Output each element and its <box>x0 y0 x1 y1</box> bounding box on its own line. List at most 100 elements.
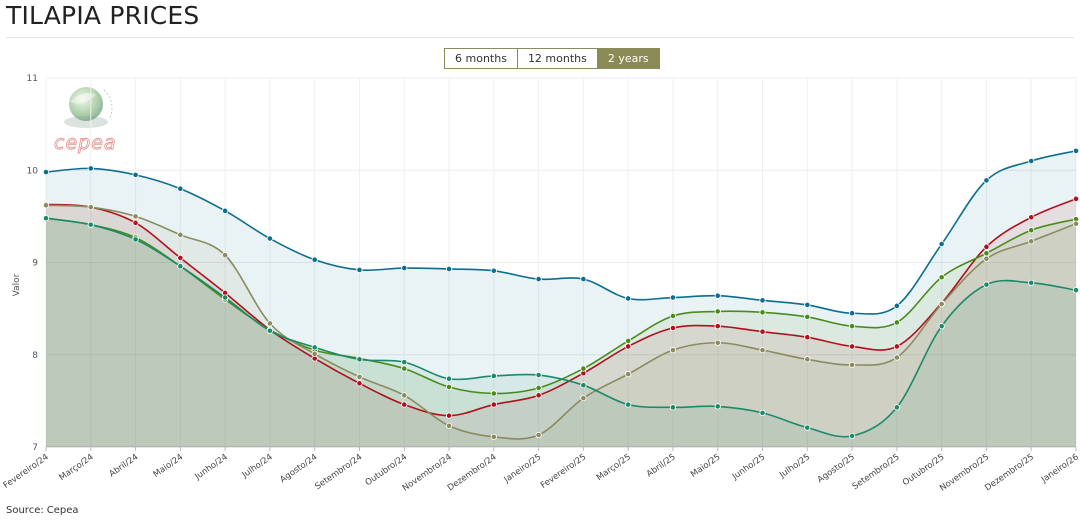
data-point[interactable] <box>132 213 139 220</box>
data-point[interactable] <box>222 252 229 259</box>
data-point[interactable] <box>87 204 94 211</box>
data-point[interactable] <box>893 319 900 326</box>
data-point[interactable] <box>983 255 990 262</box>
data-point[interactable] <box>445 375 453 382</box>
data-point[interactable] <box>1028 279 1035 286</box>
data-point[interactable] <box>87 165 94 172</box>
data-point[interactable] <box>893 343 900 350</box>
data-point[interactable] <box>580 382 587 389</box>
data-point[interactable] <box>356 266 363 273</box>
data-point[interactable] <box>759 347 766 354</box>
data-point[interactable] <box>356 373 363 380</box>
data-point[interactable] <box>580 395 587 402</box>
data-point[interactable] <box>132 236 139 243</box>
data-point[interactable] <box>490 401 497 408</box>
data-point[interactable] <box>401 359 408 366</box>
data-point[interactable] <box>401 264 408 272</box>
data-point[interactable] <box>1028 227 1035 234</box>
data-point[interactable] <box>490 390 497 397</box>
data-point[interactable] <box>848 323 856 330</box>
data-point[interactable] <box>938 300 945 308</box>
data-point[interactable] <box>356 356 363 363</box>
data-point[interactable] <box>669 294 677 301</box>
data-point[interactable] <box>490 433 497 440</box>
data-point[interactable] <box>1072 195 1080 202</box>
data-point[interactable] <box>311 344 318 351</box>
range-button-12-months[interactable]: 12 months <box>517 49 598 68</box>
data-point[interactable] <box>535 276 542 283</box>
data-point[interactable] <box>848 310 856 317</box>
data-point[interactable] <box>848 361 856 368</box>
data-point[interactable] <box>42 202 50 209</box>
data-point[interactable] <box>445 265 453 273</box>
data-point[interactable] <box>714 308 721 315</box>
data-point[interactable] <box>1072 147 1080 154</box>
data-point[interactable] <box>177 185 184 192</box>
data-point[interactable] <box>938 274 945 281</box>
data-point[interactable] <box>625 371 632 378</box>
data-point[interactable] <box>759 328 766 335</box>
data-point[interactable] <box>356 380 363 387</box>
data-point[interactable] <box>1072 220 1080 227</box>
data-point[interactable] <box>804 424 811 431</box>
data-point[interactable] <box>804 356 811 363</box>
data-point[interactable] <box>401 365 408 372</box>
data-point[interactable] <box>132 171 139 178</box>
data-point[interactable] <box>625 401 632 408</box>
data-point[interactable] <box>714 339 721 346</box>
range-button-2-years[interactable]: 2 years <box>597 49 659 68</box>
data-point[interactable] <box>848 432 856 440</box>
data-point[interactable] <box>401 392 408 399</box>
data-point[interactable] <box>759 309 766 316</box>
data-point[interactable] <box>893 404 900 411</box>
data-point[interactable] <box>266 327 274 334</box>
data-point[interactable] <box>893 354 900 361</box>
data-point[interactable] <box>580 365 587 372</box>
data-point[interactable] <box>445 422 453 429</box>
data-point[interactable] <box>42 215 50 222</box>
data-point[interactable] <box>266 235 274 242</box>
data-point[interactable] <box>848 343 856 350</box>
data-point[interactable] <box>759 409 766 416</box>
data-point[interactable] <box>42 168 50 176</box>
data-point[interactable] <box>804 334 811 341</box>
data-point[interactable] <box>401 401 408 408</box>
data-point[interactable] <box>311 350 318 357</box>
data-point[interactable] <box>1072 287 1080 294</box>
data-point[interactable] <box>669 324 677 332</box>
data-point[interactable] <box>938 240 945 248</box>
data-point[interactable] <box>669 312 677 320</box>
data-point[interactable] <box>669 347 677 354</box>
data-point[interactable] <box>222 294 229 301</box>
data-point[interactable] <box>893 302 900 309</box>
data-point[interactable] <box>132 219 139 226</box>
data-point[interactable] <box>938 323 945 330</box>
data-point[interactable] <box>983 281 990 288</box>
data-point[interactable] <box>535 371 542 379</box>
range-button-6-months[interactable]: 6 months <box>445 49 518 68</box>
data-point[interactable] <box>625 295 632 302</box>
data-point[interactable] <box>1028 157 1035 165</box>
data-point[interactable] <box>714 292 721 299</box>
data-point[interactable] <box>266 320 274 327</box>
data-point[interactable] <box>311 256 318 263</box>
data-point[interactable] <box>714 403 721 410</box>
data-point[interactable] <box>1028 238 1035 245</box>
data-point[interactable] <box>983 177 990 184</box>
data-point[interactable] <box>804 313 811 321</box>
data-point[interactable] <box>759 297 766 304</box>
data-point[interactable] <box>177 263 184 270</box>
data-point[interactable] <box>580 276 587 283</box>
data-point[interactable] <box>535 392 542 399</box>
data-point[interactable] <box>983 250 990 257</box>
data-point[interactable] <box>714 323 721 330</box>
data-point[interactable] <box>445 383 453 391</box>
data-point[interactable] <box>669 404 677 411</box>
data-point[interactable] <box>445 412 453 419</box>
data-point[interactable] <box>535 384 542 392</box>
data-point[interactable] <box>177 231 184 238</box>
data-point[interactable] <box>87 221 94 228</box>
data-point[interactable] <box>222 207 229 214</box>
data-point[interactable] <box>535 431 542 439</box>
data-point[interactable] <box>625 337 632 345</box>
